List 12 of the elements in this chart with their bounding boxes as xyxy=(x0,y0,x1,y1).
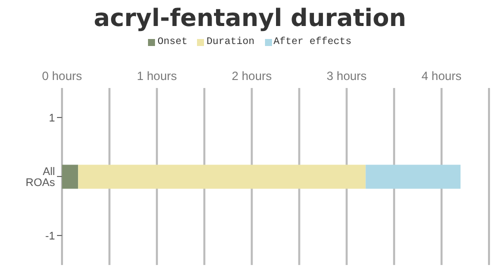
y-tick-label: 1 xyxy=(48,112,55,124)
x-tick-label: 4 hours xyxy=(422,69,462,83)
x-tick-label: 3 hours xyxy=(326,69,367,83)
y-tick-label: All ROAs xyxy=(26,166,56,189)
legend-label: After effects xyxy=(272,37,352,48)
legend-label: Duration xyxy=(205,37,254,48)
x-tick-label: 1 hours xyxy=(136,69,177,83)
x-tick-label: 2 hours xyxy=(232,69,272,83)
chart-title: acryl-fentanyl duration xyxy=(92,4,408,32)
y-tick-label: -1 xyxy=(45,230,55,242)
legend-label: Onset xyxy=(156,37,188,48)
x-tick-label: 0 hours xyxy=(42,69,82,83)
